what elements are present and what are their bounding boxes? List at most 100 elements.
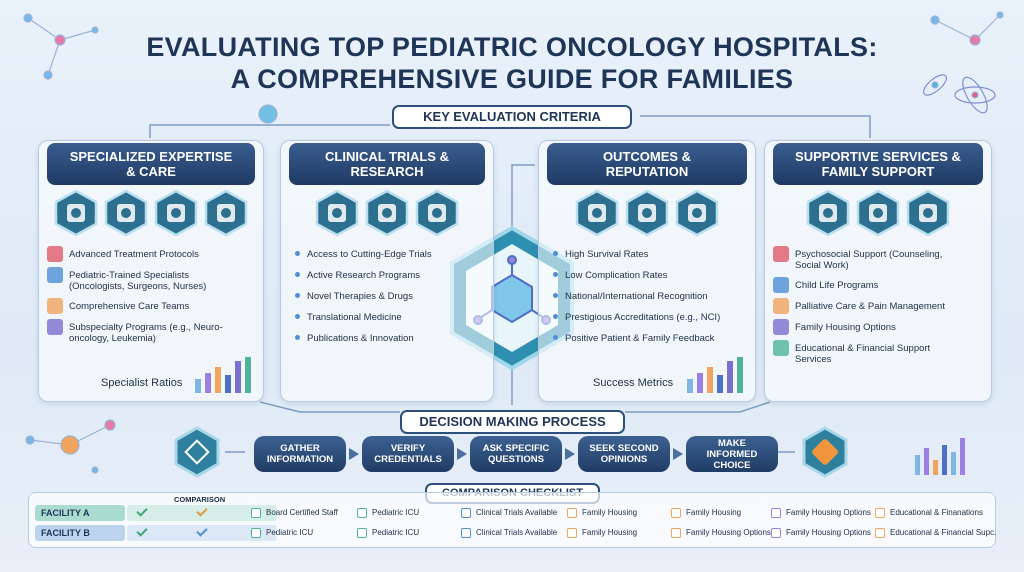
check-cell bbox=[127, 525, 277, 541]
criteria-item: High Survival Rates bbox=[565, 249, 649, 260]
checklist-table: COMPARISON FACILITY A Board Certified Sta… bbox=[28, 492, 996, 548]
panel-title: SUPPORTIVE SERVICES & FAMILY SUPPORT bbox=[773, 143, 983, 185]
checklist-item: Clinical Trials Available bbox=[476, 508, 558, 517]
icon bbox=[856, 189, 900, 242]
criteria-item: Access to Cutting-Edge Trials bbox=[307, 249, 432, 260]
icon bbox=[625, 189, 669, 242]
facility-label: FACILITY A bbox=[35, 505, 125, 521]
checkbox bbox=[461, 508, 471, 518]
checkbox bbox=[671, 508, 681, 518]
facility-label: FACILITY B bbox=[35, 525, 125, 541]
item-bullet bbox=[553, 272, 558, 277]
criteria-item: Palliative Care & Pain Management bbox=[795, 301, 945, 312]
checkbox bbox=[567, 528, 577, 538]
criteria-item: Family Housing Options bbox=[795, 322, 896, 333]
checklist-item: Pediatric ICU bbox=[266, 528, 314, 537]
step-arrow bbox=[457, 448, 467, 460]
criteria-panel: SUPPORTIVE SERVICES & FAMILY SUPPORT Psyc… bbox=[764, 140, 992, 402]
step-arrow bbox=[565, 448, 575, 460]
checklist-item: Board Certified Staff bbox=[266, 508, 338, 517]
panel-footer: Success Metrics bbox=[593, 377, 674, 389]
item-bullet bbox=[553, 251, 558, 256]
icon bbox=[315, 189, 359, 242]
checkbox bbox=[461, 528, 471, 538]
icon-row bbox=[539, 189, 755, 242]
criteria-item: Low Complication Rates bbox=[565, 270, 668, 281]
checklist-item: Educational & Financial Supc. bbox=[890, 528, 997, 537]
item-bullet bbox=[295, 293, 300, 298]
icon bbox=[104, 189, 148, 242]
item-bullet bbox=[295, 251, 300, 256]
item-bullet bbox=[773, 277, 789, 293]
item-bullet bbox=[47, 267, 63, 283]
icon-row bbox=[39, 189, 263, 242]
criteria-item: Comprehensive Care Teams bbox=[69, 301, 190, 312]
title-line-1: EVALUATING TOP PEDIATRIC ONCOLOGY HOSPIT… bbox=[146, 32, 878, 62]
criteria-item: Novel Therapies & Drugs bbox=[307, 291, 413, 302]
criteria-item: National/International Recognition bbox=[565, 291, 708, 302]
checkbox bbox=[771, 508, 781, 518]
mini-chart-decoration bbox=[915, 438, 965, 475]
checkbox bbox=[251, 508, 261, 518]
process-step: MAKE INFORMED CHOICE bbox=[686, 436, 778, 472]
checklist-item: Clinical Trials Available bbox=[476, 528, 558, 537]
criteria-panel: SPECIALIZED EXPERTISE & CARE Advanced Tre… bbox=[38, 140, 264, 402]
checkbox bbox=[875, 528, 885, 538]
checklist-item: Family Housing bbox=[686, 508, 742, 517]
criteria-item: Publications & Innovation bbox=[307, 333, 414, 344]
criteria-item: Child Life Programs bbox=[795, 280, 879, 291]
checklist-item: Educational & Finanations bbox=[890, 508, 983, 517]
item-bullet bbox=[295, 335, 300, 340]
criteria-item: Pediatric-Trained Specialists (Oncologis… bbox=[69, 270, 207, 292]
panel-footer: Specialist Ratios bbox=[101, 377, 183, 389]
icon bbox=[204, 189, 248, 242]
checkbox bbox=[771, 528, 781, 538]
icon bbox=[365, 189, 409, 242]
criteria-item: Subspecialty Programs (e.g., Neuro-oncol… bbox=[69, 322, 223, 344]
criteria-panel: CLINICAL TRIALS & RESEARCH Access to Cutt… bbox=[280, 140, 494, 402]
step-arrow bbox=[349, 448, 359, 460]
icon bbox=[154, 189, 198, 242]
icon bbox=[54, 189, 98, 242]
criteria-banner: KEY EVALUATION CRITERIA bbox=[392, 105, 632, 129]
molecule-decoration bbox=[23, 11, 1004, 474]
checklist-item: Family Housing Options bbox=[786, 508, 871, 517]
connector-lines bbox=[149, 115, 871, 453]
process-hexagons bbox=[174, 426, 848, 478]
step-arrow bbox=[673, 448, 683, 460]
checkbox bbox=[357, 528, 367, 538]
criteria-item: Active Research Programs bbox=[307, 270, 420, 281]
item-bullet bbox=[773, 319, 789, 335]
process-step: SEEK SECOND OPINIONS bbox=[578, 436, 670, 472]
item-bullet bbox=[47, 298, 63, 314]
mini-chart-decoration bbox=[193, 355, 255, 400]
checklist-item: Family Housing bbox=[582, 528, 638, 537]
item-bullet bbox=[47, 319, 63, 335]
panel-title: OUTCOMES & REPUTATION bbox=[547, 143, 747, 185]
process-step: ASK SPECIFIC QUESTIONS bbox=[470, 436, 562, 472]
icon bbox=[575, 189, 619, 242]
item-bullet bbox=[47, 246, 63, 262]
item-bullet bbox=[553, 293, 558, 298]
item-bullet bbox=[553, 314, 558, 319]
mini-chart-decoration bbox=[685, 355, 747, 400]
item-bullet bbox=[295, 314, 300, 319]
icon-row bbox=[765, 189, 991, 242]
title-line-2: A COMPREHENSIVE GUIDE FOR FAMILIES bbox=[230, 64, 794, 94]
panel-title: CLINICAL TRIALS & RESEARCH bbox=[289, 143, 485, 185]
item-bullet bbox=[773, 246, 789, 262]
criteria-item: Translational Medicine bbox=[307, 312, 402, 323]
icon bbox=[906, 189, 950, 242]
checklist-item: Family Housing bbox=[582, 508, 638, 517]
checkbox bbox=[875, 508, 885, 518]
criteria-item: Positive Patient & Family Feedback bbox=[565, 333, 715, 344]
item-bullet bbox=[295, 272, 300, 277]
process-step: GATHER INFORMATION bbox=[254, 436, 346, 472]
criteria-panel: OUTCOMES & REPUTATION High Survival Rates… bbox=[538, 140, 756, 402]
checklist-item: Pediatric ICU bbox=[372, 508, 420, 517]
checklist-item: Family Housing Options bbox=[786, 528, 871, 537]
icon bbox=[415, 189, 459, 242]
process-step: VERIFY CREDENTIALS bbox=[362, 436, 454, 472]
checklist-item: Family Housing Options bbox=[686, 528, 771, 537]
item-bullet bbox=[773, 340, 789, 356]
